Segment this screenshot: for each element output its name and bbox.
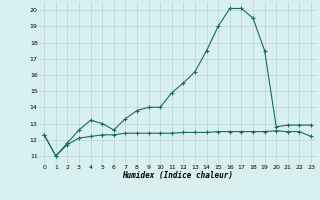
X-axis label: Humidex (Indice chaleur): Humidex (Indice chaleur)	[122, 171, 233, 180]
